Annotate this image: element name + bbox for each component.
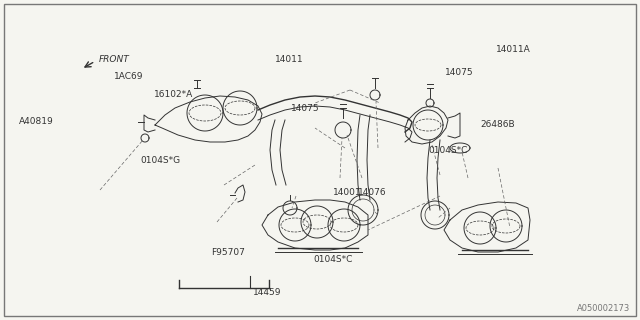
Text: 0104S*C: 0104S*C <box>314 255 353 264</box>
Text: 1AC69: 1AC69 <box>114 72 143 81</box>
Text: 14075: 14075 <box>445 68 474 76</box>
Text: 0104S*G: 0104S*G <box>141 156 181 164</box>
Text: 16102*A: 16102*A <box>154 90 193 99</box>
Text: A050002173: A050002173 <box>577 304 630 313</box>
Text: 14011: 14011 <box>275 55 304 64</box>
Text: 14001: 14001 <box>333 188 362 196</box>
Text: F95707: F95707 <box>211 248 245 257</box>
Text: 14076: 14076 <box>358 188 387 196</box>
Text: 14011A: 14011A <box>496 45 531 54</box>
Text: 14459: 14459 <box>253 288 282 297</box>
Text: FRONT: FRONT <box>99 55 130 64</box>
Text: 26486B: 26486B <box>480 120 515 129</box>
Text: 0104S*C: 0104S*C <box>429 146 468 155</box>
Text: 14075: 14075 <box>291 104 320 113</box>
Text: A40819: A40819 <box>19 117 54 126</box>
